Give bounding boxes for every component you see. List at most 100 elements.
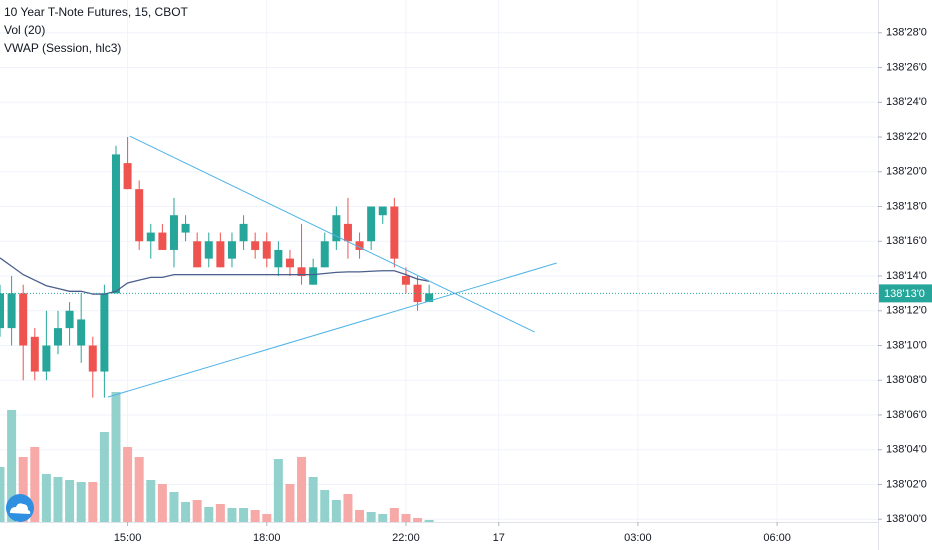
volume-bar bbox=[0, 467, 5, 522]
candle-body bbox=[274, 249, 283, 268]
volume-bar bbox=[204, 507, 214, 522]
volume-bar bbox=[262, 514, 272, 522]
y-tick-label: 138'00'0 bbox=[886, 513, 927, 525]
volume-bar bbox=[88, 482, 98, 522]
candle-body bbox=[378, 206, 387, 216]
candle-body bbox=[65, 310, 74, 329]
y-tick-label: 138'28'0 bbox=[886, 27, 927, 39]
candle-body bbox=[343, 223, 352, 242]
y-tick-label: 138'14'0 bbox=[886, 270, 927, 282]
volume-bar bbox=[181, 502, 191, 522]
volume-bar bbox=[331, 500, 341, 522]
volume-bar bbox=[355, 510, 365, 522]
grid bbox=[0, 0, 878, 522]
candle-body bbox=[181, 223, 190, 233]
volume-bar bbox=[343, 494, 353, 522]
volume-bar bbox=[308, 477, 318, 522]
volume-bar bbox=[7, 410, 17, 522]
x-tick-label: 17 bbox=[493, 532, 505, 544]
y-tick-label: 138'02'0 bbox=[886, 478, 927, 490]
candle-body bbox=[19, 293, 28, 346]
y-tick-label: 138'24'0 bbox=[886, 96, 927, 108]
candle-body bbox=[158, 232, 167, 250]
candle-body bbox=[204, 241, 213, 259]
candle-body bbox=[42, 345, 51, 372]
volume-bar bbox=[389, 508, 399, 522]
trend-line bbox=[129, 135, 535, 333]
candle-body bbox=[262, 241, 271, 259]
candle-body bbox=[77, 319, 86, 346]
candle-body bbox=[111, 154, 120, 294]
volume-bar bbox=[76, 482, 86, 522]
volume-bar bbox=[250, 510, 260, 522]
candle-body bbox=[367, 206, 376, 242]
y-tick-label: 138'26'0 bbox=[886, 61, 927, 73]
y-tick-label: 138'12'0 bbox=[886, 305, 927, 317]
price-pane bbox=[0, 135, 878, 398]
volume-bar bbox=[401, 514, 411, 522]
candle-body bbox=[425, 293, 434, 303]
volume-bar bbox=[169, 492, 179, 522]
x-tick-label: 03:00 bbox=[624, 532, 652, 544]
volume-bar bbox=[192, 500, 202, 522]
candle-body bbox=[123, 163, 132, 190]
chart-title: 10 Year T-Note Futures, 15, CBOT bbox=[4, 5, 189, 19]
volume-bar bbox=[30, 447, 40, 522]
indicator-label: Vol (20) bbox=[4, 23, 45, 37]
volume-bar bbox=[285, 484, 295, 522]
y-tick-label: 138'04'0 bbox=[886, 444, 927, 456]
volume-bar bbox=[18, 457, 28, 522]
volume-bar bbox=[378, 514, 388, 522]
volume-bar bbox=[366, 512, 376, 522]
trend-line bbox=[107, 262, 557, 398]
candle-body bbox=[7, 293, 16, 329]
candle-body bbox=[297, 267, 306, 277]
candle-body bbox=[0, 293, 4, 329]
vwap-line bbox=[0, 257, 430, 295]
y-tick-label: 138'08'0 bbox=[886, 374, 927, 386]
candle-body bbox=[216, 241, 225, 268]
volume-bar bbox=[123, 447, 133, 522]
volume-bar bbox=[99, 432, 109, 522]
volume-bar bbox=[134, 457, 144, 522]
volume-bar bbox=[111, 392, 121, 522]
candle-body bbox=[251, 241, 260, 250]
axes: 138'00'0 138'02'0 138'04'0 138'06'0 138'08'0… bbox=[114, 27, 932, 544]
candle-body bbox=[239, 223, 248, 242]
candle-body bbox=[285, 258, 294, 268]
price-label-box bbox=[879, 284, 932, 303]
volume-bar bbox=[41, 474, 51, 522]
volume-bar bbox=[157, 484, 167, 522]
y-tick-label: 138'22'0 bbox=[886, 131, 927, 143]
y-tick-label: 138'16'0 bbox=[886, 235, 927, 247]
volume-pane bbox=[0, 392, 434, 522]
volume-bar bbox=[297, 457, 307, 522]
volume-bar bbox=[320, 490, 330, 522]
x-tick-label: 18:00 bbox=[253, 532, 281, 544]
candle-body bbox=[88, 345, 97, 372]
candle-body bbox=[309, 267, 318, 285]
volume-bar bbox=[227, 508, 237, 522]
y-tick-label: 138'10'0 bbox=[886, 339, 927, 351]
volume-bar bbox=[65, 480, 75, 522]
volume-bar bbox=[146, 480, 156, 522]
candle-body bbox=[390, 206, 399, 259]
indicator-label: VWAP (Session, hlc3) bbox=[4, 41, 121, 55]
candle-body bbox=[30, 336, 39, 372]
volume-bar bbox=[413, 518, 423, 522]
candle-body bbox=[169, 215, 178, 250]
y-tick-label: 138'18'0 bbox=[886, 200, 927, 212]
candle-body bbox=[53, 328, 62, 346]
volume-bar bbox=[424, 520, 434, 522]
candle-body bbox=[401, 276, 410, 285]
logo-cloud bbox=[10, 503, 31, 514]
logo bbox=[6, 494, 34, 522]
candle-body bbox=[332, 215, 341, 242]
volume-bar bbox=[239, 508, 249, 522]
price-label: 138'13'0 bbox=[884, 288, 925, 300]
candle-body bbox=[320, 241, 329, 268]
candle-body bbox=[227, 241, 236, 259]
x-tick-label: 22:00 bbox=[392, 532, 420, 544]
y-tick-label: 138'20'0 bbox=[886, 166, 927, 178]
